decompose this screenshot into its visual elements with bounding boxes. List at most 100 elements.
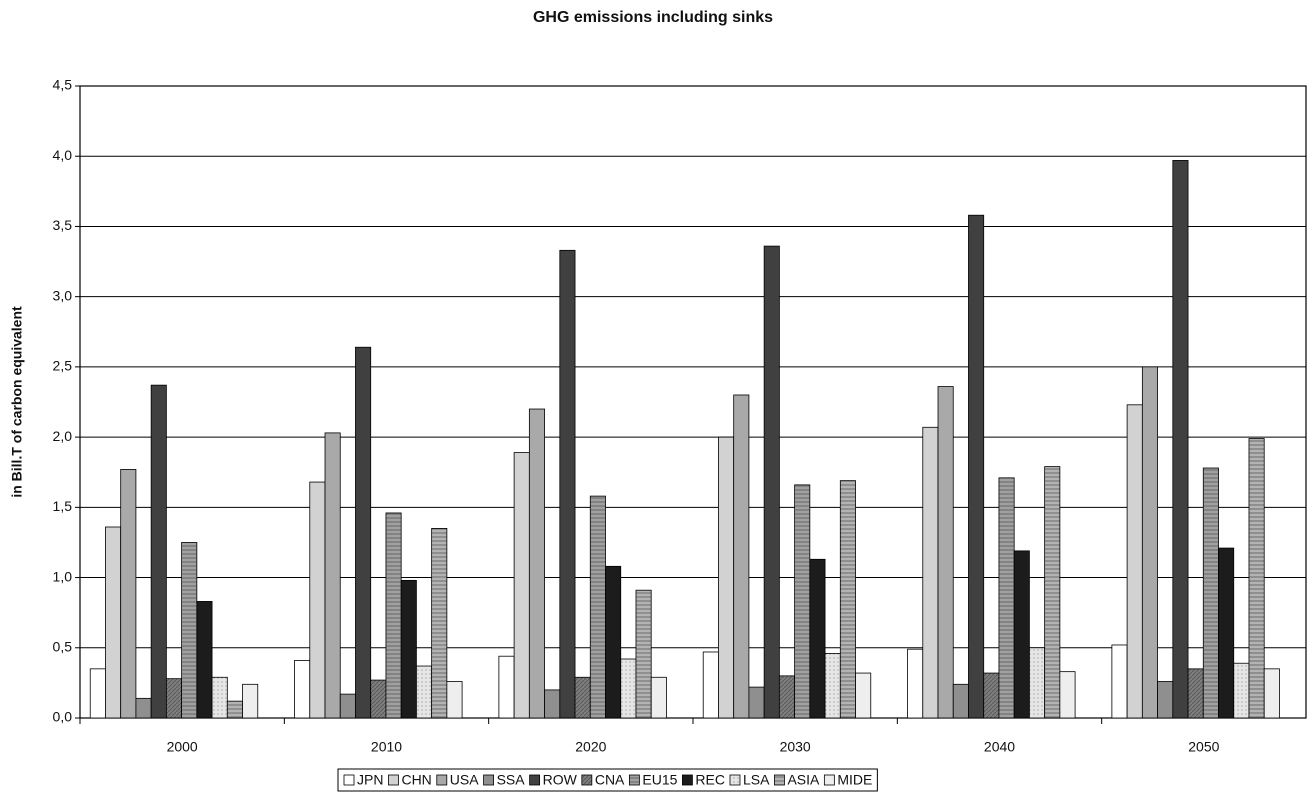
x-tick-label: 2020 [575, 739, 606, 755]
bar [105, 526, 122, 719]
y-tick-label: 2,5 [53, 358, 73, 374]
bar [778, 675, 796, 719]
bar [922, 426, 939, 719]
legend-swatch [774, 774, 785, 786]
legend-swatch [388, 774, 399, 786]
bar [324, 432, 341, 719]
bar [294, 660, 311, 719]
y-tick-label: 0,5 [53, 638, 73, 654]
bar [763, 245, 780, 719]
bar [983, 672, 1000, 719]
y-tick-label: 3,0 [53, 287, 73, 303]
bar [559, 249, 576, 719]
bar [120, 469, 137, 719]
legend-label: USA [450, 772, 479, 788]
legend-label: LSA [743, 772, 770, 788]
legend-label: EU15 [642, 772, 677, 788]
bar [574, 676, 591, 719]
legend-swatch [343, 774, 355, 786]
legend-label: JPN [357, 772, 383, 788]
bar [242, 683, 259, 719]
bar [1218, 547, 1235, 719]
y-axis-label: in Bill.T of carbon equivalent [9, 306, 25, 498]
y-tick-label: 4,0 [53, 147, 73, 163]
legend-swatch [729, 774, 741, 786]
bar [855, 672, 872, 719]
bar [1157, 681, 1174, 719]
bar [196, 601, 213, 719]
legend-frame [337, 768, 878, 792]
legend-swatch [581, 774, 593, 786]
bar [748, 686, 765, 719]
legend-label: CNA [595, 772, 625, 788]
bar [794, 484, 811, 719]
bar [809, 558, 826, 719]
bar [181, 542, 198, 719]
bar [718, 436, 735, 719]
legend-swatch [823, 774, 835, 786]
bar [1187, 668, 1204, 719]
x-tick-label: 2010 [371, 739, 402, 755]
legend-label: SSA [497, 772, 526, 788]
bar [431, 528, 448, 719]
bar [370, 679, 387, 719]
bar [339, 693, 356, 719]
y-tick-label: 1,5 [53, 498, 73, 514]
bar [1141, 366, 1158, 719]
legend-swatch [682, 774, 693, 786]
bar [1202, 467, 1219, 719]
bar [702, 651, 719, 719]
bar [498, 655, 515, 719]
bar [513, 452, 530, 719]
bar [226, 700, 243, 719]
bar [355, 346, 372, 719]
bar [937, 386, 954, 719]
x-tick-label: 2000 [167, 739, 198, 755]
bar [309, 481, 326, 719]
bar [1263, 668, 1280, 719]
legend-label: ROW [543, 772, 578, 788]
bar [1013, 550, 1030, 719]
legend-swatch [436, 774, 448, 786]
legend-swatch [483, 774, 494, 786]
bar [733, 394, 750, 719]
bar [635, 589, 652, 719]
bar [528, 408, 545, 719]
legend-label: ASIA [787, 772, 820, 788]
bar [824, 652, 841, 719]
y-tick-label: 4,5 [53, 77, 73, 93]
bar [1248, 438, 1265, 719]
bar [1172, 160, 1189, 719]
legend-label: MIDE [837, 772, 872, 788]
bar [446, 681, 463, 719]
x-tick-label: 2050 [1188, 739, 1219, 755]
legend-swatch [628, 774, 640, 786]
bar [839, 480, 856, 719]
y-tick-label: 1,0 [53, 568, 73, 584]
bar [1111, 644, 1128, 719]
bar [1059, 671, 1076, 719]
y-tick-label: 0,0 [53, 709, 73, 725]
bar [135, 697, 152, 719]
bar [605, 565, 622, 719]
chart-title: GHG emissions including sinks [533, 9, 773, 26]
y-tick-label: 2,0 [53, 428, 73, 444]
legend: JPN CHN USA SSA ROW CNA EU15 REC LSA ASIA MIDE [337, 768, 878, 792]
bar [1029, 647, 1046, 719]
bar [165, 678, 183, 719]
y-tick-label: 3,5 [53, 217, 73, 233]
bar [998, 477, 1015, 719]
bar [400, 579, 417, 719]
bar [968, 214, 985, 719]
bar [620, 658, 637, 719]
plot-frame [79, 85, 1307, 719]
bar [589, 495, 606, 719]
bar [650, 676, 667, 719]
x-tick-label: 2030 [780, 739, 811, 755]
bar [89, 668, 106, 719]
bar [544, 689, 561, 719]
legend-swatch [529, 774, 541, 786]
legend-label: CHN [401, 772, 431, 788]
bar [907, 648, 924, 719]
